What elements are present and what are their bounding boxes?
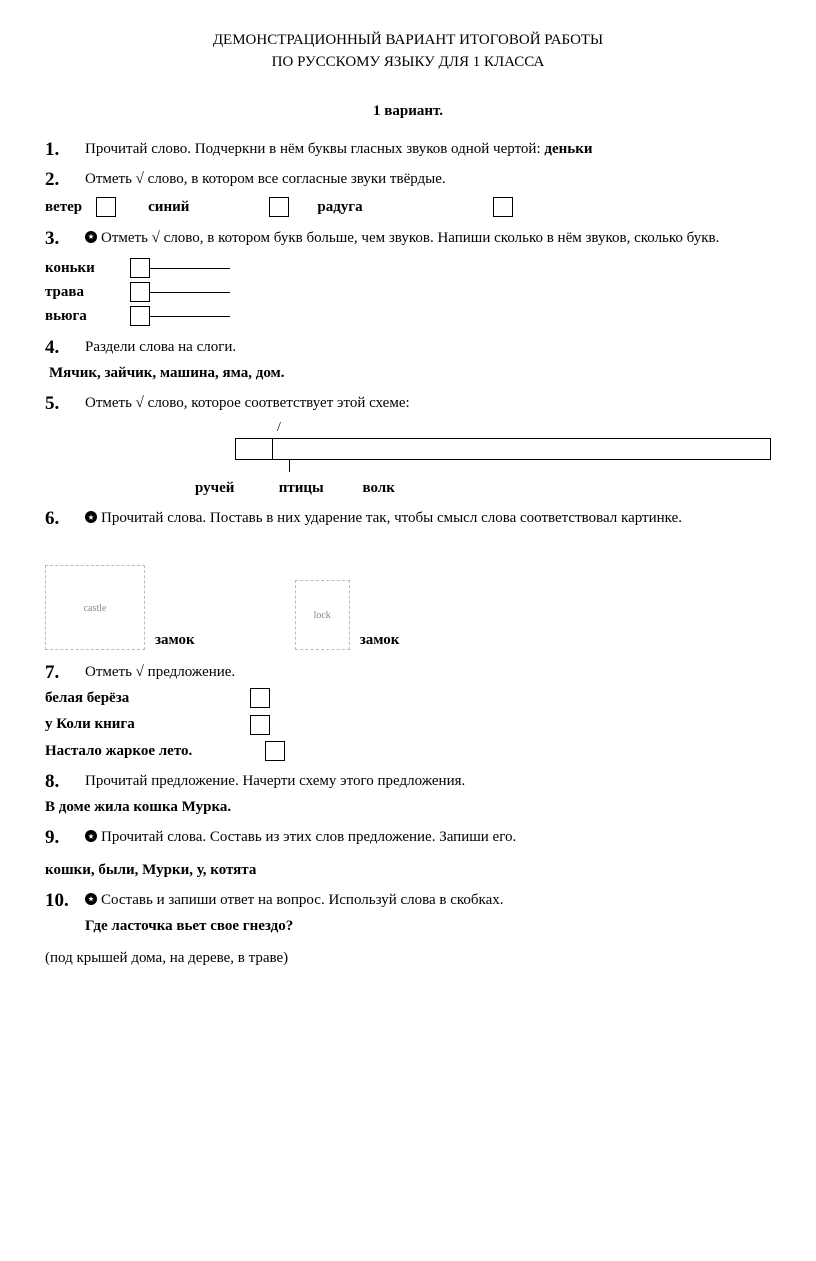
scheme-cell bbox=[236, 439, 273, 459]
task-3-word-0: коньки bbox=[45, 258, 130, 278]
task-5-opt-2: волк bbox=[363, 478, 395, 498]
task-1: Прочитай слово. Подчеркни в нём буквы гл… bbox=[45, 139, 771, 159]
task-2-options: ветер синий радуга bbox=[45, 197, 771, 217]
task-7-text: Отметь √ предложение. bbox=[85, 664, 235, 680]
task-3-word-1: трава bbox=[45, 282, 130, 302]
task-7-opt-2: Настало жаркое лето. bbox=[45, 741, 265, 761]
star-bullet-icon bbox=[85, 511, 97, 523]
checkbox[interactable] bbox=[250, 688, 270, 708]
task-7-opt-1: у Коли книга bbox=[45, 714, 250, 734]
task-9-words: кошки, были, Мурки, у, котята bbox=[45, 860, 771, 880]
task-10-text: Составь и запиши ответ на вопрос. Исполь… bbox=[101, 892, 504, 908]
checkbox[interactable] bbox=[130, 282, 150, 302]
checkbox[interactable] bbox=[269, 197, 289, 217]
write-line[interactable] bbox=[150, 315, 230, 317]
checkbox[interactable] bbox=[96, 197, 116, 217]
task-4: Раздели слова на слоги. Мячик, зайчик, м… bbox=[45, 337, 771, 384]
checkbox[interactable] bbox=[130, 306, 150, 326]
checkbox[interactable] bbox=[265, 741, 285, 761]
task-6-text: Прочитай слова. Поставь в них ударение т… bbox=[101, 510, 682, 526]
task-10: Составь и запиши ответ на вопрос. Исполь… bbox=[45, 890, 771, 969]
task-7-opt-0: белая берёза bbox=[45, 688, 250, 708]
task-5-options: ручей птицы волк bbox=[195, 478, 771, 498]
task-6-word-2: замок bbox=[360, 630, 400, 650]
task-1-text: Прочитай слово. Подчеркни в нём буквы гл… bbox=[85, 141, 544, 157]
task-9: Прочитай слова. Составь из этих слов пре… bbox=[45, 827, 771, 880]
page-title-line2: ПО РУССКОМУ ЯЗЫКУ ДЛЯ 1 КЛАССА bbox=[45, 52, 771, 72]
star-bullet-icon bbox=[85, 830, 97, 842]
task-5-text: Отметь √ слово, которое соответствует эт… bbox=[85, 395, 410, 411]
checkbox[interactable] bbox=[493, 197, 513, 217]
task-3-row-2: вьюга bbox=[45, 306, 771, 326]
task-4-words: Мячик, зайчик, машина, яма, дом. bbox=[49, 363, 771, 383]
page-title-line1: ДЕМОНСТРАЦИОННЫЙ ВАРИАНТ ИТОГОВОЙ РАБОТЫ bbox=[45, 30, 771, 50]
scheme-cell bbox=[273, 439, 295, 459]
task-3-row-0: коньки bbox=[45, 258, 771, 278]
castle-image: castle bbox=[45, 565, 145, 650]
task-9-text: Прочитай слова. Составь из этих слов пре… bbox=[101, 829, 516, 845]
task-3-text: Отметь √ слово, в котором букв больше, ч… bbox=[101, 230, 719, 246]
task-3: Отметь √ слово, в котором букв больше, ч… bbox=[45, 228, 771, 327]
task-8-text: Прочитай предложение. Начерти схему этог… bbox=[85, 773, 465, 789]
task-8: Прочитай предложение. Начерти схему этог… bbox=[45, 771, 771, 818]
write-line[interactable] bbox=[150, 267, 230, 269]
star-bullet-icon bbox=[85, 231, 97, 243]
task-3-word-2: вьюга bbox=[45, 306, 130, 326]
task-7: Отметь √ предложение. белая берёза у Кол… bbox=[45, 662, 771, 761]
task-5-opt-0: ручей bbox=[195, 478, 275, 498]
task-6-images: castle замок lock замок bbox=[45, 565, 771, 650]
task-6-word-1: замок bbox=[155, 630, 195, 650]
task-5: Отметь √ слово, которое соответствует эт… bbox=[45, 393, 771, 498]
checkbox[interactable] bbox=[250, 715, 270, 735]
task-8-sentence: В доме жила кошка Мурка. bbox=[45, 797, 771, 817]
task-6: Прочитай слова. Поставь в них ударение т… bbox=[45, 508, 771, 650]
write-line[interactable] bbox=[150, 291, 230, 293]
scheme-divider bbox=[289, 460, 290, 472]
task-10-hint: (под крышей дома, на дереве, в траве) bbox=[45, 948, 771, 968]
star-bullet-icon bbox=[85, 893, 97, 905]
stress-mark: / bbox=[235, 419, 771, 438]
task-2-text: Отметь √ слово, в котором все согласные … bbox=[85, 171, 446, 187]
task-5-opt-1: птицы bbox=[279, 478, 359, 498]
task-2-opt-1: синий bbox=[148, 197, 189, 217]
task-2-opt-2: радуга bbox=[317, 197, 362, 217]
task-2-opt-0: ветер bbox=[45, 197, 82, 217]
checkbox[interactable] bbox=[130, 258, 150, 278]
lock-image: lock bbox=[295, 580, 350, 650]
task-10-question: Где ласточка вьет свое гнездо? bbox=[85, 916, 771, 936]
variant-label: 1 вариант. bbox=[45, 101, 771, 121]
task-5-scheme: / bbox=[235, 419, 771, 472]
task-4-text: Раздели слова на слоги. bbox=[85, 339, 236, 355]
task-3-row-1: трава bbox=[45, 282, 771, 302]
task-1-word: деньки bbox=[544, 141, 592, 157]
task-2: Отметь √ слово, в котором все согласные … bbox=[45, 169, 771, 218]
